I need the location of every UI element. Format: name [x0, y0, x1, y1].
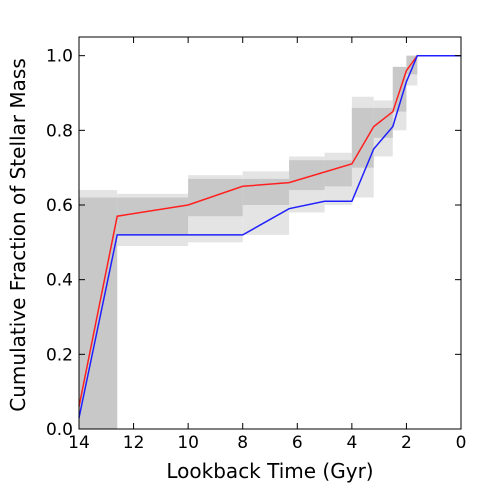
series-lines [78, 54, 461, 418]
band-1-bin-1 [117, 197, 189, 235]
band-1-bin-2 [188, 178, 243, 217]
y-tick-label: 1.0 [46, 47, 73, 67]
x-tick-label: 4 [346, 433, 357, 453]
y-tick-label: 0.2 [46, 345, 73, 365]
band-1-bin-9 [406, 55, 418, 75]
x-tick-label: 14 [68, 433, 90, 453]
y-tick-label: 0.8 [46, 121, 73, 141]
x-tick-label: 12 [123, 433, 145, 453]
band-1-bin-4 [289, 160, 325, 191]
series-line-0 [78, 54, 461, 407]
y-tick-label: 0.4 [46, 271, 73, 291]
band-1-bin-5 [324, 160, 352, 187]
x-axis-label: Lookback Time (Gyr) [166, 459, 373, 483]
band-1-bin-6 [351, 107, 374, 168]
uncertainty-bands [79, 55, 418, 429]
x-tick-label: 0 [456, 433, 467, 453]
axis-ticks: 14 12 10 8 6 4 2 0 0.0 0.2 0.4 0.6 0.8 1.0 [46, 37, 466, 453]
x-tick-label: 2 [401, 433, 412, 453]
y-axis-label: Cumulative Fraction of Stellar Mass [6, 58, 30, 411]
plot-frame [78, 36, 462, 430]
series-line-1 [78, 54, 461, 418]
x-tick-label: 6 [292, 433, 303, 453]
band-1-bin-7 [373, 107, 393, 138]
y-tick-label: 0.6 [46, 196, 73, 216]
x-tick-label: 8 [237, 433, 248, 453]
y-tick-label: 0.0 [46, 420, 73, 440]
x-tick-label: 10 [177, 433, 199, 453]
